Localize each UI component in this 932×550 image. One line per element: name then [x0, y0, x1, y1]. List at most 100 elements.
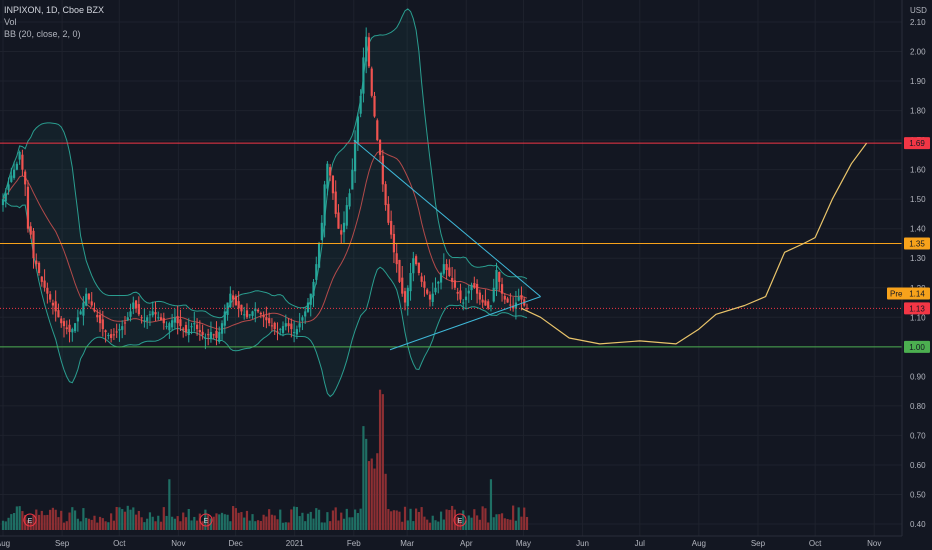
volume-bar	[390, 511, 393, 530]
candle-body	[351, 169, 354, 190]
time-tick-label: Sep	[55, 539, 70, 548]
price-tick-label: 1.50	[910, 195, 926, 204]
volume-bar	[73, 510, 77, 530]
earnings-marker-label: E	[28, 518, 33, 525]
volume-bar	[57, 517, 60, 530]
candle-body	[96, 314, 99, 318]
candle-body	[492, 287, 495, 302]
candle-body	[248, 314, 251, 316]
candle-body	[1, 199, 5, 206]
volume-bar	[293, 506, 296, 530]
volume-bar	[525, 516, 529, 530]
candle-body	[35, 260, 38, 265]
volume-bar	[18, 506, 21, 530]
chart-legend: INPIXON, 1D, Cboe BZX Vol BB (20, close,…	[4, 4, 104, 40]
volume-bar	[312, 518, 315, 530]
volume-bar	[370, 458, 373, 530]
candle-body	[179, 319, 182, 327]
earnings-marker	[23, 513, 37, 527]
time-tick-label: Jun	[576, 539, 589, 548]
volume-bar	[279, 509, 282, 530]
candle-body	[356, 116, 359, 143]
volume-bar	[409, 508, 412, 530]
volume-bar	[240, 512, 243, 530]
candle-body	[143, 320, 146, 322]
volume-indicator-label[interactable]: Vol	[4, 17, 17, 27]
volume-bar	[315, 508, 318, 530]
volume-bar	[229, 521, 232, 530]
time-axis[interactable]: Aug Sep Oct Nov Dec 2021 Feb Mar Apr May Jun Jul Aug…	[0, 535, 902, 548]
volume-bar	[46, 514, 49, 530]
volume-bar	[204, 509, 207, 530]
candle-body	[473, 283, 476, 288]
bb-indicator-label[interactable]: BB (20, close, 2, 0)	[4, 29, 81, 39]
candle-body	[467, 290, 470, 294]
candle-body	[415, 256, 418, 265]
candle-body	[237, 301, 240, 309]
candle-body	[46, 287, 49, 294]
volume-bar	[220, 512, 224, 530]
candle-body	[520, 295, 523, 300]
volume-bar	[456, 516, 459, 530]
volume-bar	[412, 521, 415, 530]
volume-bar	[190, 520, 193, 530]
candle-body	[334, 191, 337, 214]
candle-body	[29, 226, 32, 235]
time-tick-label: Oct	[809, 539, 822, 548]
candle-body	[370, 68, 373, 96]
earnings-marker	[199, 513, 213, 527]
volume-bar	[54, 509, 57, 530]
volume-bar	[323, 522, 326, 530]
volume-bar	[232, 506, 235, 530]
candle-body	[426, 289, 429, 294]
candle-body	[171, 320, 174, 328]
volume-bar	[506, 519, 509, 530]
volume-bar	[107, 522, 110, 530]
volume-bar	[359, 508, 362, 530]
candle-body	[359, 95, 362, 114]
candle-body	[387, 203, 390, 223]
candle-body	[362, 57, 365, 94]
candle-body	[220, 323, 224, 334]
candle-body	[295, 329, 298, 335]
level-label: 1.69	[909, 139, 925, 148]
volume-bar	[171, 516, 174, 530]
volume-bar	[276, 519, 279, 530]
volume-bar	[426, 519, 429, 530]
candle-body	[495, 270, 498, 290]
candle-body	[184, 324, 188, 333]
price-tick-label: 0.50	[910, 490, 926, 499]
bollinger-bands	[2, 8, 528, 398]
volume-bar	[10, 514, 13, 530]
time-tick-label: Sep	[751, 539, 766, 548]
candle-body	[73, 323, 77, 332]
volume-bar	[329, 521, 332, 530]
pre-market-label: Pre	[890, 289, 903, 298]
volume-bar	[428, 522, 432, 530]
candle-body	[101, 319, 104, 330]
volume-bar	[118, 507, 121, 530]
candle-body	[442, 264, 445, 274]
volume-bar	[154, 521, 157, 530]
candle-body	[168, 323, 171, 331]
candle-body	[367, 37, 371, 67]
price-tick-label: 0.80	[910, 402, 926, 411]
volume-bar	[268, 509, 271, 530]
volume-bar	[514, 520, 518, 530]
earnings-marker-label: E	[204, 518, 209, 525]
candle-body	[470, 284, 473, 291]
price-axis[interactable]: USD2.102.001.901.801.701.601.501.401.301…	[887, 0, 930, 536]
candle-body	[207, 334, 210, 336]
volume-bar	[354, 509, 357, 530]
candle-body	[18, 151, 21, 160]
symbol-title[interactable]: INPIXON, 1D, Cboe BZX	[4, 5, 105, 15]
volume-bar	[348, 517, 351, 530]
volume-bar	[43, 515, 46, 530]
volume-bar	[12, 512, 16, 530]
volume-bar	[254, 521, 257, 530]
volume-bar	[126, 505, 129, 530]
volume-bar	[159, 521, 163, 530]
candle-body	[157, 317, 160, 319]
candle-body	[456, 291, 459, 294]
